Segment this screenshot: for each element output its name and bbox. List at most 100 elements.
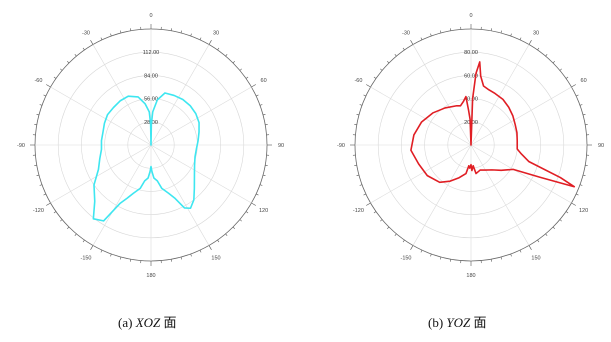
caption-xoz-prefix: (a) bbox=[118, 315, 136, 330]
angle-tick bbox=[519, 37, 522, 40]
angle-tick bbox=[259, 104, 263, 106]
angle-tick bbox=[36, 114, 40, 116]
angle-tick bbox=[420, 250, 423, 253]
angle-tick bbox=[402, 239, 405, 243]
angle-tick bbox=[359, 184, 363, 186]
angle-tick bbox=[245, 76, 249, 79]
angle-tick bbox=[565, 76, 569, 79]
grid-spoke bbox=[92, 44, 152, 146]
angle-tick bbox=[528, 40, 532, 45]
angle-label: 90 bbox=[278, 143, 284, 149]
grid-spoke bbox=[150, 86, 252, 146]
angle-tick bbox=[410, 40, 414, 45]
grid-spoke bbox=[50, 144, 152, 204]
radial-label: 56.00 bbox=[144, 97, 158, 103]
angle-tick bbox=[232, 226, 236, 230]
angle-label: 30 bbox=[213, 30, 219, 36]
angle-tick bbox=[251, 84, 256, 88]
angle-tick bbox=[373, 76, 377, 79]
angle-tick bbox=[510, 253, 512, 257]
caption-xoz-plane: XOZ bbox=[135, 315, 161, 330]
angle-tick bbox=[190, 33, 192, 37]
angle-tick bbox=[180, 256, 182, 260]
angle-tick bbox=[576, 94, 579, 97]
angle-tick bbox=[217, 47, 220, 51]
angle-label: 30 bbox=[533, 30, 539, 36]
angle-label: -150 bbox=[80, 256, 91, 262]
angle-tick bbox=[537, 47, 540, 51]
angle-tick bbox=[110, 33, 112, 37]
angle-tick bbox=[120, 30, 122, 34]
angle-label: -60 bbox=[34, 78, 42, 84]
pattern-trace bbox=[92, 92, 200, 222]
angle-tick bbox=[225, 54, 228, 57]
angle-tick bbox=[232, 60, 236, 64]
angle-tick bbox=[251, 202, 256, 206]
angle-tick bbox=[363, 94, 366, 97]
angle-tick bbox=[43, 94, 46, 97]
angle-tick bbox=[199, 37, 202, 40]
angle-tick bbox=[430, 253, 432, 257]
angle-tick bbox=[82, 47, 85, 51]
angle-tick bbox=[386, 226, 390, 230]
angle-tick bbox=[510, 33, 512, 37]
radial-label: 112.00 bbox=[143, 50, 159, 56]
angle-tick bbox=[579, 184, 583, 186]
angle-tick bbox=[262, 174, 266, 176]
angle-tick bbox=[559, 219, 562, 222]
angle-tick bbox=[579, 104, 583, 106]
angle-tick bbox=[90, 245, 94, 250]
angle-tick bbox=[380, 68, 383, 71]
angle-label: -120 bbox=[33, 208, 44, 214]
radial-label: 84.00 bbox=[144, 73, 158, 79]
angle-tick bbox=[43, 193, 46, 196]
angle-tick bbox=[420, 37, 423, 40]
angle-tick bbox=[110, 253, 112, 257]
angle-label: 120 bbox=[259, 208, 268, 214]
angle-tick bbox=[440, 30, 442, 34]
angle-tick bbox=[582, 114, 586, 116]
angle-tick bbox=[545, 54, 548, 57]
angle-tick bbox=[552, 60, 556, 64]
angle-tick bbox=[60, 68, 63, 71]
angle-tick bbox=[440, 256, 442, 260]
angle-label: -30 bbox=[402, 30, 410, 36]
angle-tick bbox=[120, 256, 122, 260]
angle-tick bbox=[239, 68, 242, 71]
angle-label: 90 bbox=[598, 143, 604, 149]
angle-tick bbox=[565, 211, 569, 214]
grid-spoke bbox=[150, 144, 210, 246]
angle-tick bbox=[74, 54, 77, 57]
angle-tick bbox=[356, 174, 360, 176]
angle-tick bbox=[199, 250, 202, 253]
angle-label: 0 bbox=[469, 13, 472, 19]
angle-tick bbox=[180, 30, 182, 34]
caption-xoz: (a) XOZ 面 bbox=[118, 312, 177, 331]
angle-tick bbox=[571, 84, 576, 88]
angle-tick bbox=[66, 226, 70, 230]
caption-yoz-prefix: (b) bbox=[428, 315, 447, 330]
angle-label: 150 bbox=[531, 256, 540, 262]
grid-spoke bbox=[470, 44, 530, 146]
grid-spoke bbox=[412, 44, 472, 146]
polar-chart-xoz: 0306090120150180-150-120-90-60-3028.0056… bbox=[17, 13, 284, 279]
grid-spoke bbox=[92, 144, 152, 246]
angle-tick bbox=[537, 239, 540, 243]
angle-tick bbox=[74, 233, 77, 236]
angle-label: 180 bbox=[146, 273, 155, 279]
angle-label: -30 bbox=[82, 30, 90, 36]
angle-tick bbox=[366, 84, 371, 88]
angle-tick bbox=[545, 233, 548, 236]
radial-label: 80.00 bbox=[464, 50, 478, 56]
angle-tick bbox=[217, 239, 220, 243]
angle-tick bbox=[66, 60, 70, 64]
angle-tick bbox=[190, 253, 192, 257]
caption-yoz-plane: YOZ bbox=[446, 315, 471, 330]
angle-tick bbox=[208, 40, 212, 45]
angle-tick bbox=[46, 84, 51, 88]
angle-tick bbox=[82, 239, 85, 243]
angle-tick bbox=[39, 184, 43, 186]
angle-label: 60 bbox=[581, 78, 587, 84]
grid-spoke bbox=[470, 86, 572, 146]
angle-tick bbox=[53, 211, 57, 214]
